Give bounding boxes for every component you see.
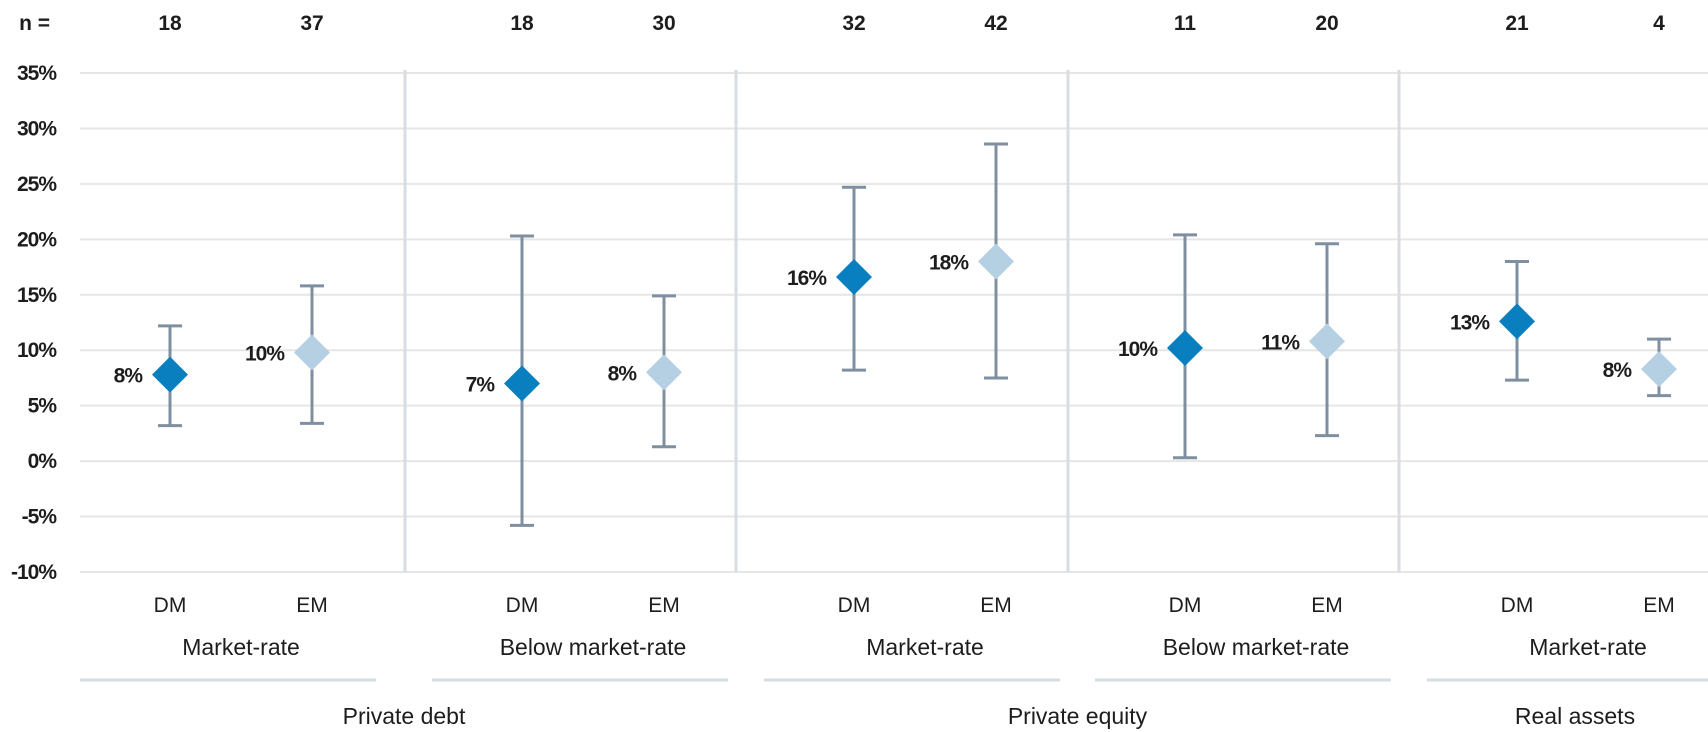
group-label: Market-rate bbox=[866, 634, 984, 660]
y-tick-label: 35% bbox=[17, 62, 57, 85]
value-label: 13% bbox=[1450, 311, 1490, 334]
n-count: 30 bbox=[652, 12, 675, 35]
value-label: 7% bbox=[466, 373, 496, 396]
n-count: 32 bbox=[842, 12, 865, 35]
em-point bbox=[294, 334, 330, 371]
y-tick-label: 5% bbox=[28, 395, 58, 418]
n-count: 18 bbox=[510, 12, 534, 35]
category-label: EM bbox=[980, 594, 1012, 617]
group-label: Market-rate bbox=[182, 634, 300, 660]
asset-class-label: Private equity bbox=[1008, 703, 1148, 729]
category-label: DM bbox=[154, 594, 187, 617]
group-label: Market-rate bbox=[1529, 634, 1647, 660]
dm-point bbox=[152, 356, 188, 393]
n-count: 11 bbox=[1174, 12, 1197, 35]
y-tick-label: 0% bbox=[28, 450, 58, 473]
y-tick-label: 15% bbox=[17, 284, 57, 307]
value-label: 11% bbox=[1261, 331, 1300, 354]
y-tick-label: -10% bbox=[11, 561, 57, 584]
value-label: 10% bbox=[1118, 338, 1158, 361]
group-label: Below market-rate bbox=[1163, 634, 1350, 660]
category-label: DM bbox=[1501, 594, 1534, 617]
value-label: 8% bbox=[608, 362, 638, 385]
n-count: 42 bbox=[984, 12, 1007, 35]
category-label: EM bbox=[648, 594, 680, 617]
em-point bbox=[978, 243, 1014, 280]
n-count: 21 bbox=[1505, 12, 1529, 35]
value-label: 8% bbox=[114, 365, 144, 388]
y-tick-label: 10% bbox=[17, 339, 57, 362]
category-label: DM bbox=[838, 594, 871, 617]
y-tick-label: -5% bbox=[22, 506, 58, 529]
em-point bbox=[1309, 323, 1345, 360]
asset-class-label: Real assets bbox=[1515, 703, 1635, 729]
category-label: DM bbox=[1169, 594, 1202, 617]
n-count: 20 bbox=[1315, 12, 1338, 35]
n-count: 4 bbox=[1653, 12, 1665, 35]
value-label: 18% bbox=[929, 252, 969, 275]
y-tick-label: 30% bbox=[17, 117, 57, 140]
category-label: EM bbox=[1311, 594, 1343, 617]
n-label: n = bbox=[19, 12, 50, 35]
em-point bbox=[646, 354, 682, 391]
category-label: EM bbox=[296, 594, 328, 617]
asset-class-label: Private debt bbox=[343, 703, 466, 729]
n-count: 18 bbox=[158, 12, 182, 35]
value-label: 8% bbox=[1603, 359, 1633, 382]
category-label: DM bbox=[506, 594, 539, 617]
value-label: 10% bbox=[245, 342, 285, 365]
y-tick-label: 25% bbox=[17, 173, 57, 196]
n-count: 37 bbox=[300, 12, 323, 35]
value-label: 16% bbox=[787, 267, 827, 290]
dm-point bbox=[1499, 303, 1535, 340]
group-label: Below market-rate bbox=[500, 634, 687, 660]
category-label: EM bbox=[1643, 594, 1675, 617]
em-point bbox=[1641, 351, 1677, 388]
dm-point bbox=[1167, 330, 1203, 367]
y-tick-label: 20% bbox=[17, 228, 57, 251]
dm-point bbox=[504, 365, 540, 402]
dm-point bbox=[836, 259, 872, 296]
